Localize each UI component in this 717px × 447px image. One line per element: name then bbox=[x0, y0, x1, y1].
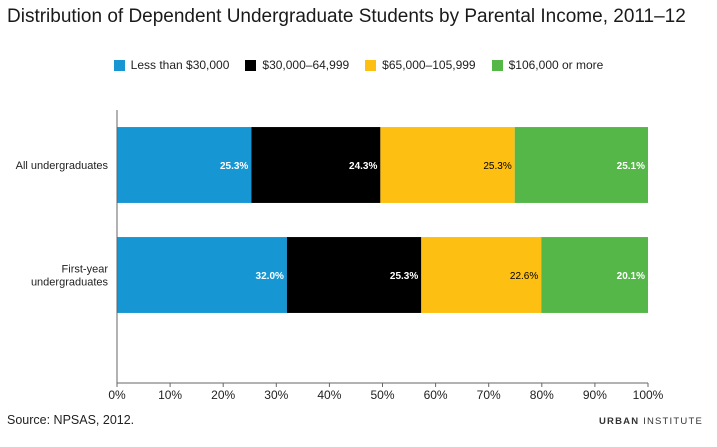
legend-item-less-than-30000: Less than $30,000 bbox=[113, 58, 230, 72]
legend-label: $106,000 or more bbox=[508, 58, 604, 72]
legend-swatch bbox=[491, 59, 503, 71]
bar-segment bbox=[421, 237, 542, 313]
bar-segment bbox=[117, 237, 287, 313]
legend-swatch bbox=[113, 59, 125, 71]
legend-item-65000-105999: $65,000–105,999 bbox=[365, 58, 476, 72]
source-note: Source: NPSAS, 2012. bbox=[7, 413, 135, 427]
urban-institute-logo: URBAN INSTITUTE bbox=[599, 416, 703, 427]
x-tick-label: 90% bbox=[583, 388, 607, 402]
legend-label: Less than $30,000 bbox=[130, 58, 230, 72]
x-tick-label: 40% bbox=[317, 388, 341, 402]
data-label: 25.3% bbox=[220, 161, 248, 172]
category-label: First-year bbox=[62, 264, 109, 276]
legend-item-30000-64999: $30,000–64,999 bbox=[245, 58, 349, 72]
data-label: 22.6% bbox=[510, 271, 538, 282]
x-tick-label: 60% bbox=[424, 388, 448, 402]
legend-label: $65,000–105,999 bbox=[382, 58, 476, 72]
data-label: 25.1% bbox=[617, 161, 645, 172]
legend: Less than $30,000 $30,000–64,999 $65,000… bbox=[0, 58, 717, 72]
bar-segment bbox=[380, 127, 515, 203]
data-label: 25.3% bbox=[390, 271, 418, 282]
data-label: 20.1% bbox=[617, 271, 645, 282]
chart-title: Distribution of Dependent Undergraduate … bbox=[7, 6, 686, 27]
category-label: All undergraduates bbox=[16, 160, 109, 172]
legend-label: $30,000–64,999 bbox=[262, 58, 350, 72]
data-label: 25.3% bbox=[483, 161, 511, 172]
x-tick-label: 70% bbox=[477, 388, 501, 402]
bar-segment bbox=[541, 237, 648, 313]
bar-segment bbox=[286, 237, 422, 313]
logo-bold-text: URBAN bbox=[598, 416, 640, 427]
legend-swatch bbox=[245, 59, 257, 71]
x-tick-label: 50% bbox=[370, 388, 394, 402]
x-tick-label: 80% bbox=[530, 388, 554, 402]
bar-segment bbox=[514, 127, 648, 203]
data-label: 24.3% bbox=[349, 161, 377, 172]
category-label: undergraduates bbox=[31, 277, 109, 289]
bar-segment bbox=[117, 127, 252, 203]
bar-segment bbox=[251, 127, 381, 203]
x-tick-label: 0% bbox=[108, 388, 126, 402]
x-tick-label: 20% bbox=[211, 388, 235, 402]
x-tick-label: 30% bbox=[264, 388, 288, 402]
x-tick-label: 10% bbox=[158, 388, 182, 402]
legend-swatch bbox=[365, 59, 377, 71]
legend-item-106000-or-more: $106,000 or more bbox=[491, 58, 604, 72]
x-tick-label: 100% bbox=[633, 388, 664, 402]
data-label: 32.0% bbox=[256, 271, 284, 282]
logo-light-text: INSTITUTE bbox=[643, 416, 703, 427]
